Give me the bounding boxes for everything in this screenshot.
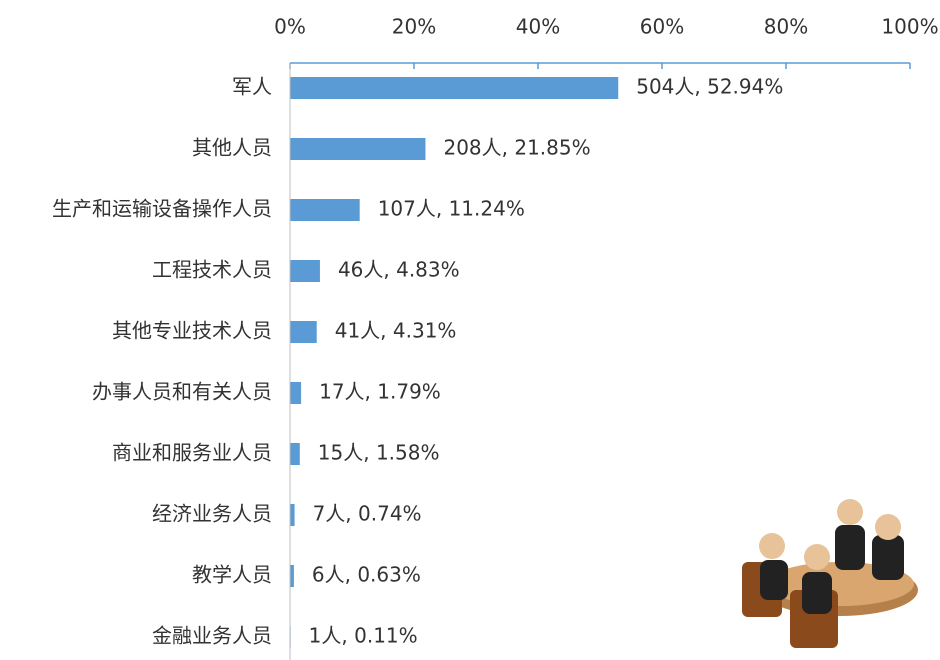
x-tick-label: 100% xyxy=(881,15,938,39)
data-label: 15人, 1.58% xyxy=(318,441,440,465)
data-label: 107人, 11.24% xyxy=(378,197,525,221)
meeting-illustration xyxy=(742,499,918,648)
head xyxy=(804,544,830,570)
data-label: 504人, 52.94% xyxy=(636,75,783,99)
person xyxy=(760,560,788,600)
x-tick-label: 60% xyxy=(640,15,684,39)
y-tick-label: 军人 xyxy=(232,75,272,99)
person xyxy=(835,525,865,570)
y-tick-label: 金融业务人员 xyxy=(152,624,272,648)
bar xyxy=(290,321,317,343)
y-tick-label: 教学人员 xyxy=(192,563,272,587)
y-tick-label: 经济业务人员 xyxy=(152,502,272,526)
x-tick-label: 80% xyxy=(764,15,808,39)
y-tick-label: 其他专业技术人员 xyxy=(112,319,272,343)
head xyxy=(837,499,863,525)
data-label: 17人, 1.79% xyxy=(319,380,441,404)
x-tick-label: 0% xyxy=(274,15,306,39)
x-tick-label: 20% xyxy=(392,15,436,39)
data-label: 41人, 4.31% xyxy=(335,319,457,343)
data-label: 6人, 0.63% xyxy=(312,563,421,587)
head xyxy=(875,514,901,540)
head xyxy=(759,533,785,559)
bar xyxy=(290,138,426,160)
y-tick-label: 工程技术人员 xyxy=(152,258,272,282)
y-tick-label: 办事人员和有关人员 xyxy=(92,380,272,404)
bar xyxy=(290,565,294,587)
bar xyxy=(290,504,295,526)
bar xyxy=(290,260,320,282)
bar xyxy=(290,77,619,99)
y-tick-label: 其他人员 xyxy=(192,136,272,160)
person xyxy=(872,535,904,580)
data-label: 208人, 21.85% xyxy=(443,136,590,160)
x-tick-label: 40% xyxy=(516,15,560,39)
data-label: 7人, 0.74% xyxy=(313,502,422,526)
bar xyxy=(290,382,302,404)
person xyxy=(802,572,832,614)
bar xyxy=(290,199,360,221)
data-label: 46人, 4.83% xyxy=(338,258,460,282)
data-label: 1人, 0.11% xyxy=(309,624,418,648)
bar xyxy=(290,443,300,465)
y-tick-label: 生产和运输设备操作人员 xyxy=(52,197,272,221)
y-tick-label: 商业和服务业人员 xyxy=(112,441,272,465)
